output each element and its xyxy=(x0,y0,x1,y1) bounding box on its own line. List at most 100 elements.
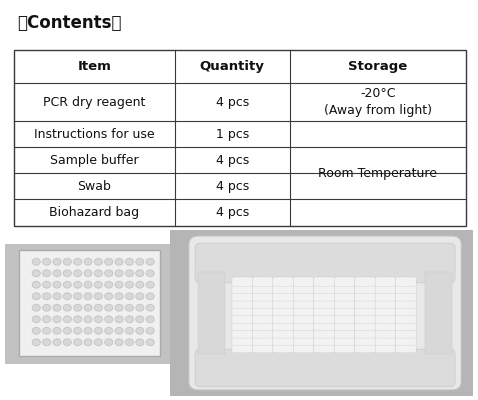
Text: 4 pcs: 4 pcs xyxy=(216,154,249,167)
Text: 4 pcs: 4 pcs xyxy=(216,206,249,219)
FancyBboxPatch shape xyxy=(293,314,314,323)
Bar xyxy=(14,50,466,226)
FancyBboxPatch shape xyxy=(396,277,416,286)
FancyBboxPatch shape xyxy=(273,336,293,346)
Circle shape xyxy=(105,316,113,322)
Circle shape xyxy=(115,339,123,346)
FancyBboxPatch shape xyxy=(252,299,273,308)
FancyBboxPatch shape xyxy=(252,277,273,286)
Circle shape xyxy=(84,316,92,322)
FancyBboxPatch shape xyxy=(314,336,334,346)
Text: Quantity: Quantity xyxy=(200,60,265,73)
FancyBboxPatch shape xyxy=(293,321,314,331)
Circle shape xyxy=(115,293,123,300)
Circle shape xyxy=(136,339,144,346)
FancyBboxPatch shape xyxy=(375,299,396,308)
FancyBboxPatch shape xyxy=(355,314,375,323)
FancyBboxPatch shape xyxy=(314,314,334,323)
FancyBboxPatch shape xyxy=(252,292,273,301)
Bar xyxy=(5,244,170,364)
Bar xyxy=(425,272,452,354)
FancyBboxPatch shape xyxy=(232,284,252,294)
Circle shape xyxy=(33,328,40,334)
Circle shape xyxy=(95,270,102,276)
FancyBboxPatch shape xyxy=(396,306,416,316)
Circle shape xyxy=(74,258,82,265)
FancyBboxPatch shape xyxy=(293,344,314,353)
Circle shape xyxy=(33,258,40,265)
Circle shape xyxy=(105,258,113,265)
FancyBboxPatch shape xyxy=(375,306,396,316)
Text: 4 pcs: 4 pcs xyxy=(216,96,249,109)
Circle shape xyxy=(53,293,61,300)
Circle shape xyxy=(53,339,61,346)
Circle shape xyxy=(95,316,102,322)
Circle shape xyxy=(84,304,92,311)
Circle shape xyxy=(126,316,133,322)
FancyBboxPatch shape xyxy=(355,292,375,301)
Circle shape xyxy=(43,293,51,300)
FancyBboxPatch shape xyxy=(334,306,355,316)
FancyBboxPatch shape xyxy=(293,336,314,346)
Circle shape xyxy=(64,258,71,265)
Circle shape xyxy=(115,316,123,322)
Circle shape xyxy=(43,304,51,311)
FancyBboxPatch shape xyxy=(273,306,293,316)
FancyBboxPatch shape xyxy=(273,299,293,308)
Circle shape xyxy=(53,304,61,311)
FancyBboxPatch shape xyxy=(355,344,375,353)
FancyBboxPatch shape xyxy=(314,329,334,338)
Bar xyxy=(170,230,473,396)
Circle shape xyxy=(146,339,154,346)
Text: -20°C
(Away from light): -20°C (Away from light) xyxy=(324,87,432,117)
Circle shape xyxy=(84,328,92,334)
Text: 【Contents】: 【Contents】 xyxy=(17,14,121,32)
FancyBboxPatch shape xyxy=(334,336,355,346)
FancyBboxPatch shape xyxy=(375,344,396,353)
Circle shape xyxy=(64,304,71,311)
Circle shape xyxy=(95,293,102,300)
FancyBboxPatch shape xyxy=(314,292,334,301)
FancyBboxPatch shape xyxy=(293,306,314,316)
FancyBboxPatch shape xyxy=(334,299,355,308)
FancyBboxPatch shape xyxy=(334,314,355,323)
Circle shape xyxy=(95,339,102,346)
Circle shape xyxy=(33,293,40,300)
Circle shape xyxy=(146,328,154,334)
Circle shape xyxy=(95,304,102,311)
Circle shape xyxy=(33,270,40,276)
FancyBboxPatch shape xyxy=(232,277,252,286)
Circle shape xyxy=(136,328,144,334)
FancyBboxPatch shape xyxy=(232,329,252,338)
Circle shape xyxy=(84,339,92,346)
FancyBboxPatch shape xyxy=(334,277,355,286)
FancyBboxPatch shape xyxy=(334,321,355,331)
Circle shape xyxy=(146,270,154,276)
FancyBboxPatch shape xyxy=(396,329,416,338)
FancyBboxPatch shape xyxy=(252,336,273,346)
FancyBboxPatch shape xyxy=(396,314,416,323)
Circle shape xyxy=(64,282,71,288)
FancyBboxPatch shape xyxy=(232,321,252,331)
Circle shape xyxy=(126,339,133,346)
FancyBboxPatch shape xyxy=(273,321,293,331)
Circle shape xyxy=(95,282,102,288)
FancyBboxPatch shape xyxy=(396,321,416,331)
Circle shape xyxy=(84,258,92,265)
FancyBboxPatch shape xyxy=(232,306,252,316)
Circle shape xyxy=(53,282,61,288)
Circle shape xyxy=(74,282,82,288)
FancyBboxPatch shape xyxy=(293,277,314,286)
Circle shape xyxy=(136,304,144,311)
Circle shape xyxy=(74,339,82,346)
Circle shape xyxy=(74,293,82,300)
Circle shape xyxy=(146,282,154,288)
Circle shape xyxy=(33,304,40,311)
FancyBboxPatch shape xyxy=(334,329,355,338)
FancyBboxPatch shape xyxy=(375,314,396,323)
Circle shape xyxy=(146,304,154,311)
FancyBboxPatch shape xyxy=(273,314,293,323)
Circle shape xyxy=(146,258,154,265)
FancyBboxPatch shape xyxy=(355,299,375,308)
Circle shape xyxy=(136,258,144,265)
